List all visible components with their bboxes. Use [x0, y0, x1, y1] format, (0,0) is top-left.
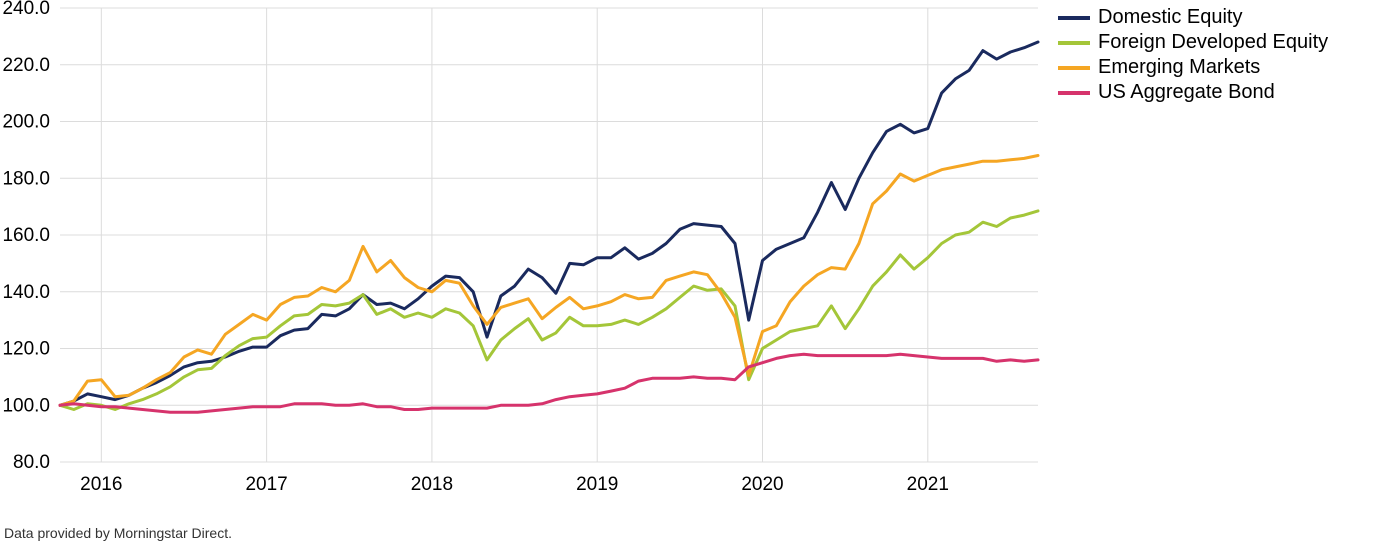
legend-label: Domestic Equity: [1098, 6, 1243, 29]
legend: Domestic EquityForeign Developed EquityE…: [1058, 6, 1328, 106]
legend-item: Foreign Developed Equity: [1058, 31, 1328, 54]
y-tick-label: 200.0: [2, 112, 50, 133]
legend-item: Emerging Markets: [1058, 56, 1328, 79]
legend-swatch: [1058, 41, 1090, 45]
legend-item: Domestic Equity: [1058, 6, 1328, 29]
y-tick-label: 100.0: [2, 395, 50, 416]
x-tick-label: 2020: [741, 474, 783, 495]
data-source-note: Data provided by Morningstar Direct.: [4, 525, 232, 541]
chart-container: 80.0 100.0 120.0 140.0 160.0 180.0 200.0 220.0 2…: [0, 0, 1396, 547]
x-tick-label: 2019: [576, 474, 618, 495]
x-tick-label: 2016: [80, 474, 122, 495]
legend-swatch: [1058, 16, 1090, 20]
y-tick-label: 80.0: [13, 452, 50, 473]
legend-label: US Aggregate Bond: [1098, 81, 1275, 104]
y-tick-label: 240.0: [2, 0, 50, 19]
y-tick-label: 140.0: [2, 282, 50, 303]
y-tick-label: 120.0: [2, 339, 50, 360]
legend-label: Foreign Developed Equity: [1098, 31, 1328, 54]
x-tick-label: 2021: [907, 474, 949, 495]
legend-item: US Aggregate Bond: [1058, 81, 1328, 104]
legend-label: Emerging Markets: [1098, 56, 1260, 79]
x-tick-label: 2017: [245, 474, 287, 495]
legend-swatch: [1058, 91, 1090, 95]
y-tick-label: 180.0: [2, 168, 50, 189]
y-tick-label: 220.0: [2, 55, 50, 76]
x-tick-label: 2018: [411, 474, 453, 495]
legend-swatch: [1058, 66, 1090, 70]
y-tick-label: 160.0: [2, 225, 50, 246]
